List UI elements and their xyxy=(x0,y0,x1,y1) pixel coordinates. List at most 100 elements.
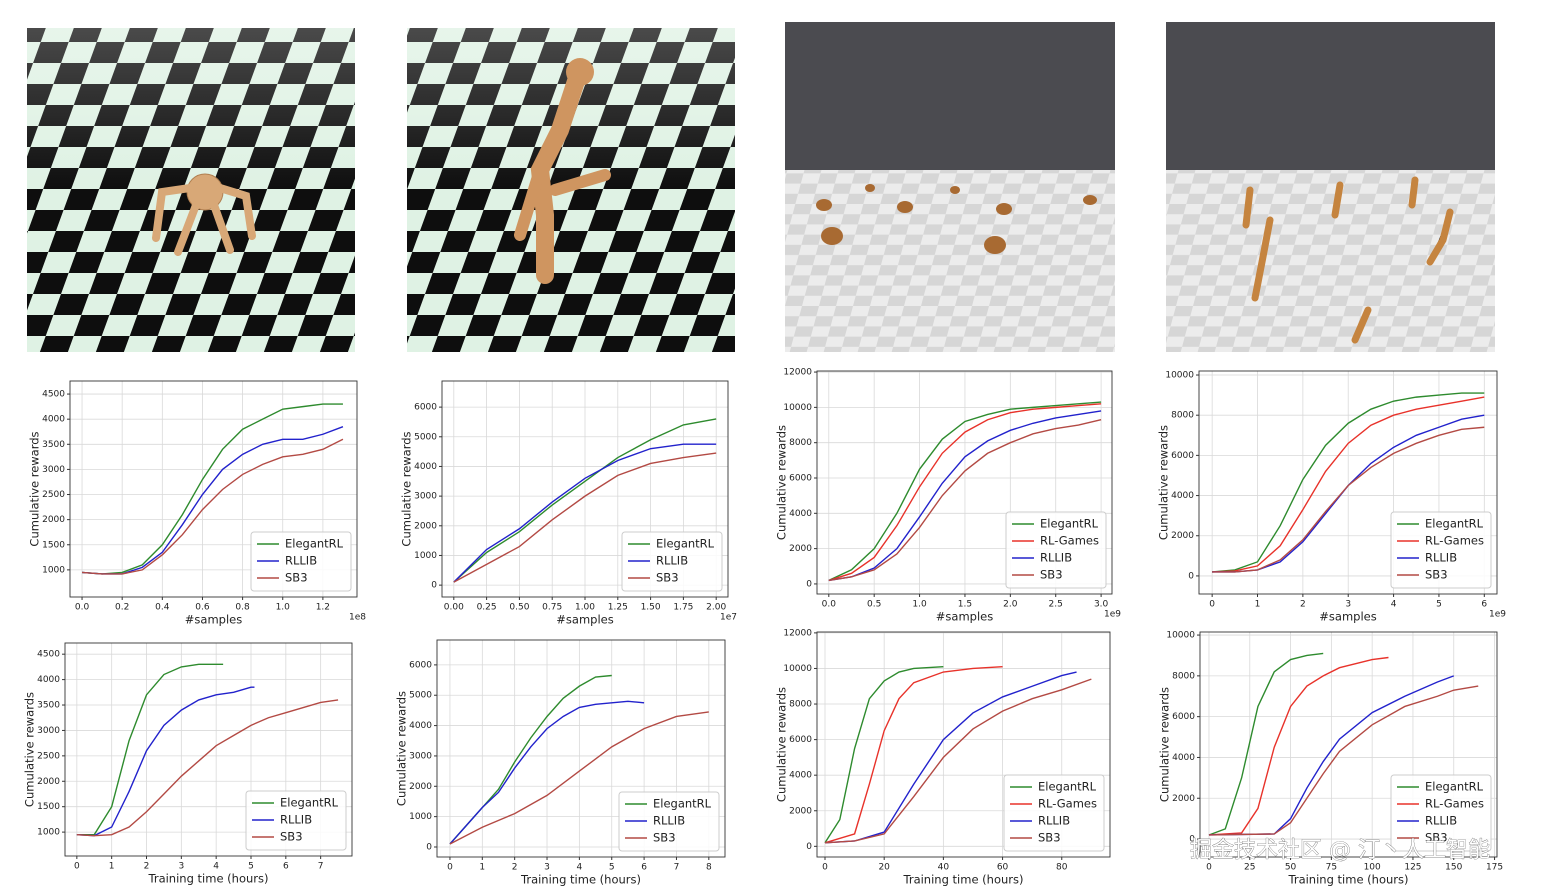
series-line xyxy=(1212,392,1485,573)
x-tick-label: 5 xyxy=(248,862,254,872)
x-axis-label: Training time (hours) xyxy=(903,873,1024,887)
x-tick-label: 8 xyxy=(706,863,712,873)
y-axis-label: Cumulative rewards xyxy=(775,425,789,540)
chart: 1000 1500 2000 2500 3000 3500 4000 4500 0 1 2 3 4 5 6 7… xyxy=(23,642,353,886)
scene-images xyxy=(27,22,1495,352)
y-tick-label: 12000 xyxy=(783,628,812,638)
chart: 1000 1500 2000 2500 3000 3500 4000 4500 0.0 0.2 0.… xyxy=(28,380,366,627)
x-tick-label: 0.75 xyxy=(542,603,562,613)
y-tick-label: 2000 xyxy=(42,515,65,525)
y-tick-label: 6000 xyxy=(409,660,432,670)
legend-label: RLLIB xyxy=(1038,814,1070,828)
x-tick-label: 0.4 xyxy=(155,603,170,613)
legend-label: SB3 xyxy=(653,831,676,845)
x-tick-label: 1 xyxy=(1255,600,1261,610)
chart: 0 2000 4000 6000 8000 10000 12000 0.0 0.5 1.0 1.5 2… xyxy=(775,368,1122,624)
legend-label: RLLIB xyxy=(1040,551,1072,565)
y-tick-label: 10000 xyxy=(783,664,812,674)
x-tick-label: 0.6 xyxy=(195,603,210,613)
x-axis-label: Training time (hours) xyxy=(520,873,641,887)
x-tick-label: 4 xyxy=(213,862,219,872)
legend-box xyxy=(621,531,723,592)
y-tick-label: 1000 xyxy=(37,828,60,838)
y-tick-label: 4000 xyxy=(1172,753,1195,763)
y-tick-label: 10000 xyxy=(1165,371,1194,381)
x-tick-label: 6 xyxy=(283,862,289,872)
series-line xyxy=(824,665,944,844)
y-tick-label: 3000 xyxy=(37,726,60,736)
x-tick-label: 1.0 xyxy=(912,600,927,610)
y-tick-label: 1500 xyxy=(37,802,60,812)
y-tick-label: 2500 xyxy=(42,490,65,500)
y-tick-label: 6000 xyxy=(1172,712,1195,722)
x-tick-label: 1.0 xyxy=(276,603,291,613)
series-line xyxy=(828,401,1102,582)
x-tick-label: 1.50 xyxy=(641,603,661,613)
chart: 0 2000 4000 6000 8000 10000 12000 0 20 40 60 80 Trai… xyxy=(775,628,1111,887)
x-tick-label: 7 xyxy=(674,863,680,873)
y-tick-label: 2000 xyxy=(409,782,432,792)
legend-label: SB3 xyxy=(285,571,308,585)
plot-frame xyxy=(436,639,726,858)
legend-label: SB3 xyxy=(1040,568,1063,582)
x-tick-label: 4 xyxy=(577,863,583,873)
y-axis-label: Cumulative rewards xyxy=(400,431,414,546)
x-tick-label: 0.0 xyxy=(75,603,90,613)
y-tick-label: 12000 xyxy=(783,368,812,378)
plot-frame xyxy=(816,631,1111,858)
legend-label: RLLIB xyxy=(1425,551,1457,565)
scene-ant-parallel xyxy=(785,22,1115,170)
y-tick-label: 0 xyxy=(806,842,812,852)
x-tick-label: 175 xyxy=(1486,863,1503,873)
x-tick-label: 2.0 xyxy=(1003,600,1018,610)
y-tick-label: 6000 xyxy=(414,403,437,413)
y-tick-label: 2000 xyxy=(789,806,812,816)
y-tick-label: 4000 xyxy=(37,675,60,685)
x-tick-label: 0 xyxy=(1209,600,1215,610)
series-line xyxy=(828,410,1102,582)
x-tick-label: 75 xyxy=(1326,863,1337,873)
y-tick-label: 2000 xyxy=(414,521,437,531)
legend-label: ElegantRL xyxy=(280,796,339,810)
y-tick-label: 4000 xyxy=(789,509,812,519)
x-tick-label: 0.0 xyxy=(822,600,837,610)
x-offset-label: 1e8 xyxy=(349,613,366,623)
x-tick-label: 3 xyxy=(544,863,550,873)
y-tick-label: 3500 xyxy=(42,440,65,450)
y-axis-label: Cumulative rewards xyxy=(395,691,409,806)
y-axis-label: Cumulative rewards xyxy=(1157,425,1171,540)
x-tick-label: 0.5 xyxy=(867,600,881,610)
legend-label: RLLIB xyxy=(280,813,312,827)
x-tick-label: 0 xyxy=(1206,863,1212,873)
y-axis-label: Cumulative rewards xyxy=(23,692,37,807)
humanoid-swarm xyxy=(1242,176,1454,344)
legend-label: RLLIB xyxy=(1425,814,1457,828)
x-offset-label: 1e7 xyxy=(720,613,737,623)
x-axis-label: Training time (hours) xyxy=(1288,873,1409,887)
legend-label: RLLIB xyxy=(653,814,685,828)
series-line xyxy=(1208,685,1479,836)
x-tick-label: 25 xyxy=(1244,863,1255,873)
x-axis-label: #samples xyxy=(1319,610,1376,624)
y-tick-label: 0 xyxy=(806,579,812,589)
legend-label: RL-Games xyxy=(1425,534,1484,548)
x-tick-label: 150 xyxy=(1445,863,1462,873)
y-tick-label: 8000 xyxy=(1172,671,1195,681)
chart: 0 2000 4000 6000 8000 10000 0 1 2 3 4 5 6 #samples Cum… xyxy=(1157,371,1507,624)
legend-label: RL-Games xyxy=(1425,797,1484,811)
legend-box xyxy=(245,790,347,851)
chart: 0 1000 2000 3000 4000 5000 6000 0 1 2 3 4 5 6 7 8 Traini… xyxy=(395,639,726,887)
legend-box xyxy=(250,531,352,592)
legend-label: ElegantRL xyxy=(285,537,344,551)
x-tick-label: 2 xyxy=(144,862,150,872)
y-tick-label: 4000 xyxy=(42,415,65,425)
series-line xyxy=(1212,426,1485,573)
legend-label: SB3 xyxy=(1425,831,1448,845)
plot-frame xyxy=(441,380,729,598)
legend-label: ElegantRL xyxy=(1425,780,1484,794)
y-tick-label: 3000 xyxy=(42,465,65,475)
x-tick-label: 0 xyxy=(822,863,828,873)
y-tick-label: 4000 xyxy=(789,771,812,781)
x-tick-label: 1.2 xyxy=(316,603,330,613)
